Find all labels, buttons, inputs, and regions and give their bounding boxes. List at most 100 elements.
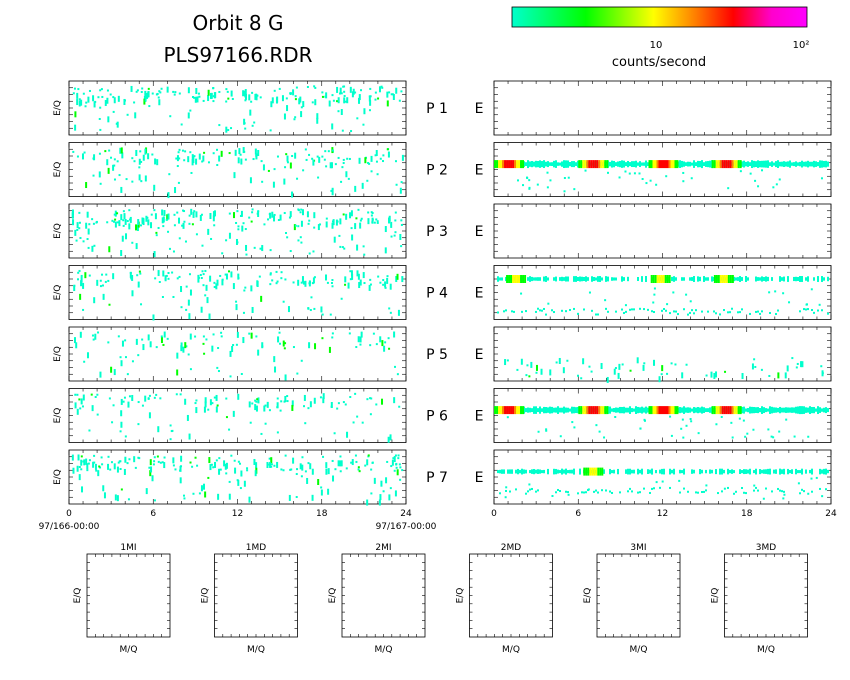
data-cell bbox=[121, 235, 124, 242]
data-cell bbox=[83, 151, 86, 154]
data-cell bbox=[225, 126, 228, 133]
data-cell bbox=[658, 160, 661, 169]
data-cell bbox=[313, 307, 316, 310]
data-cell bbox=[388, 91, 391, 94]
data-cell bbox=[350, 210, 353, 217]
data-cell bbox=[294, 224, 297, 227]
data-cell bbox=[181, 149, 184, 152]
data-cell bbox=[358, 282, 361, 289]
data-cell bbox=[364, 157, 367, 164]
data-cell bbox=[551, 309, 553, 312]
data-cell bbox=[723, 406, 726, 415]
data-cell bbox=[325, 221, 328, 228]
data-cell bbox=[541, 161, 543, 168]
data-cell bbox=[382, 490, 385, 493]
data-cell bbox=[155, 234, 158, 237]
data-cell bbox=[130, 85, 133, 92]
data-cell bbox=[301, 456, 304, 459]
data-cell bbox=[82, 460, 85, 463]
data-cell bbox=[743, 160, 745, 168]
data-cell bbox=[149, 459, 152, 466]
data-cell bbox=[673, 468, 675, 475]
mass-panel-title: 1MI bbox=[120, 543, 136, 553]
data-cell bbox=[195, 87, 198, 94]
data-cell bbox=[652, 275, 655, 283]
data-cell bbox=[196, 464, 199, 467]
data-cell bbox=[567, 176, 570, 179]
data-cell bbox=[325, 165, 328, 168]
data-cell bbox=[571, 161, 573, 168]
data-cell bbox=[148, 466, 151, 469]
data-cell bbox=[743, 469, 745, 475]
data-cell bbox=[239, 487, 242, 490]
data-cell bbox=[131, 394, 134, 401]
data-cell bbox=[198, 492, 201, 495]
data-cell bbox=[142, 344, 145, 351]
data-cell bbox=[329, 162, 332, 169]
data-cell bbox=[301, 276, 304, 283]
data-cell bbox=[823, 407, 825, 413]
data-cell bbox=[192, 211, 195, 218]
data-cell bbox=[535, 371, 538, 374]
data-cell bbox=[569, 161, 571, 167]
data-cell bbox=[701, 406, 703, 414]
data-cell bbox=[195, 211, 198, 218]
data-cell bbox=[547, 161, 549, 168]
data-cell bbox=[727, 187, 730, 190]
data-cell bbox=[810, 477, 813, 480]
data-cell bbox=[768, 374, 771, 377]
data-cell bbox=[331, 336, 334, 339]
data-cell bbox=[398, 463, 401, 466]
data-cell bbox=[173, 224, 176, 227]
data-cell bbox=[287, 306, 290, 313]
data-cell bbox=[653, 359, 656, 366]
data-cell bbox=[621, 308, 623, 311]
e-panel-label: E bbox=[475, 163, 484, 179]
data-cell bbox=[515, 488, 517, 491]
data-cell bbox=[648, 160, 651, 169]
data-cell bbox=[563, 406, 565, 414]
data-cell bbox=[661, 309, 663, 312]
data-cell bbox=[641, 178, 644, 181]
data-cell bbox=[382, 283, 385, 286]
data-cell bbox=[72, 150, 75, 153]
data-cell bbox=[240, 158, 243, 165]
data-cell bbox=[580, 160, 583, 169]
data-cell bbox=[270, 457, 273, 464]
data-cell bbox=[313, 397, 316, 404]
data-cell bbox=[645, 182, 648, 185]
data-cell bbox=[549, 406, 551, 414]
data-cell bbox=[374, 154, 377, 157]
data-cell bbox=[827, 312, 829, 315]
data-cell bbox=[547, 407, 549, 413]
data-cell bbox=[545, 161, 547, 167]
data-cell bbox=[675, 310, 677, 313]
data-cell bbox=[387, 436, 390, 443]
data-cell bbox=[302, 101, 305, 108]
data-cell bbox=[811, 490, 813, 493]
mass-panel-title: 2MD bbox=[501, 543, 521, 553]
data-cell bbox=[515, 469, 517, 474]
data-cell bbox=[271, 97, 274, 104]
data-cell bbox=[225, 239, 228, 242]
data-cell bbox=[733, 160, 736, 169]
mass-panel-title: 3MI bbox=[630, 543, 646, 553]
data-cell bbox=[821, 160, 823, 168]
data-cell bbox=[725, 406, 728, 415]
data-cell bbox=[220, 150, 223, 157]
data-cell bbox=[601, 467, 604, 476]
data-cell bbox=[739, 276, 741, 282]
data-cell bbox=[387, 151, 390, 158]
data-cell bbox=[627, 490, 629, 493]
data-cell bbox=[535, 469, 537, 474]
data-cell bbox=[204, 491, 207, 498]
data-cell bbox=[598, 430, 601, 433]
data-cell bbox=[184, 150, 187, 153]
data-cell bbox=[334, 163, 337, 166]
x-axis-label: M/Q bbox=[120, 645, 138, 655]
data-cell bbox=[138, 457, 141, 460]
data-cell bbox=[207, 89, 210, 96]
data-cell bbox=[367, 454, 370, 457]
data-cell bbox=[98, 465, 101, 468]
data-cell bbox=[601, 277, 603, 281]
